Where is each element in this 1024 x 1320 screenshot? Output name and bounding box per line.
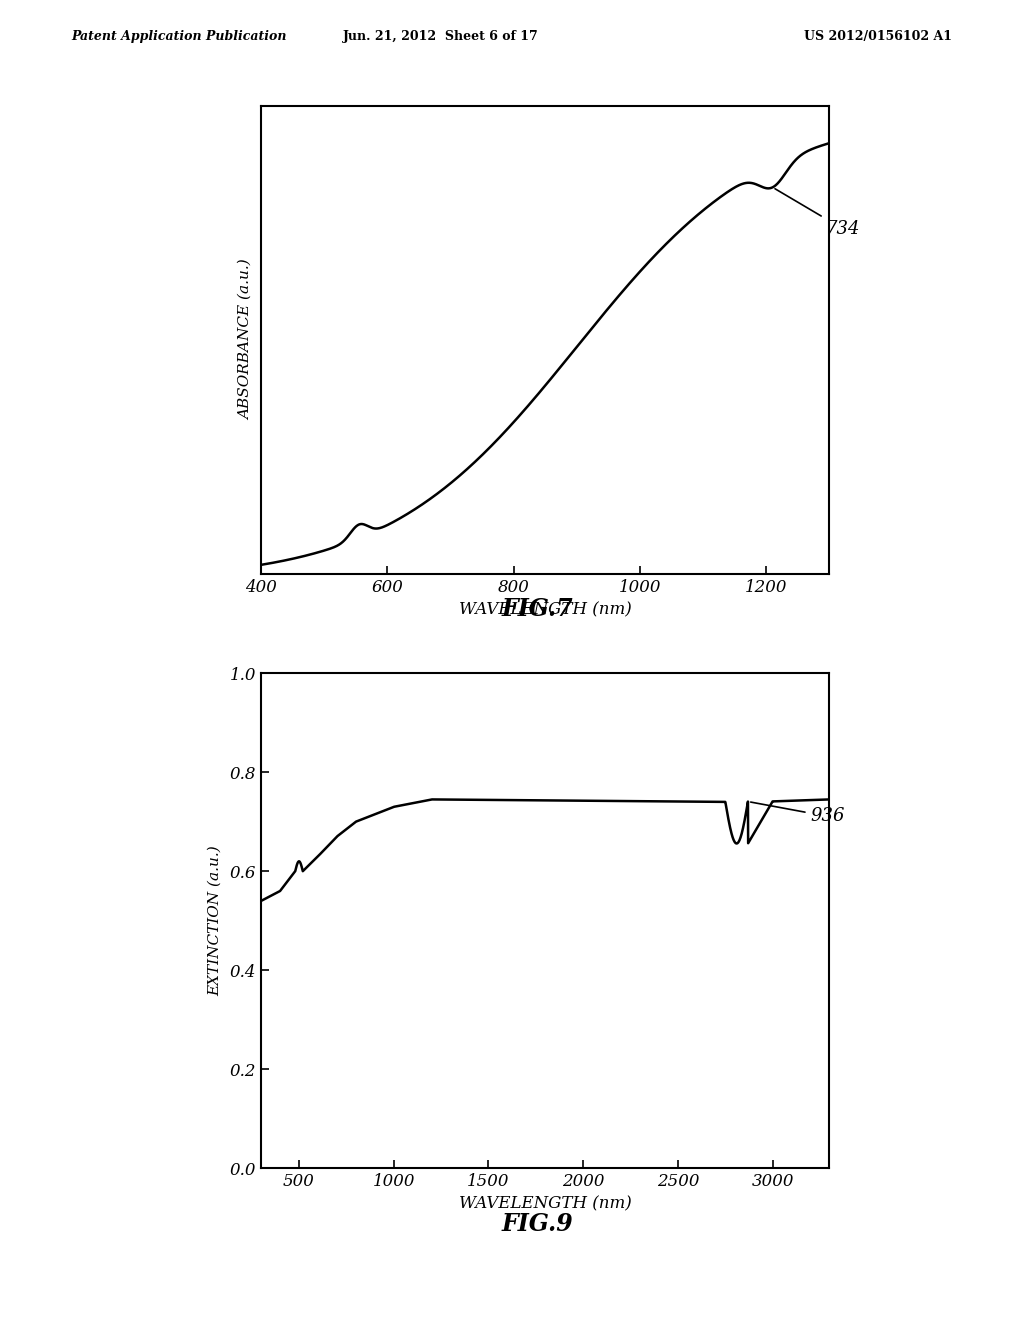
Y-axis label: EXTINCTION (a.u.): EXTINCTION (a.u.) <box>208 845 221 997</box>
Text: Jun. 21, 2012  Sheet 6 of 17: Jun. 21, 2012 Sheet 6 of 17 <box>342 30 539 44</box>
Text: FIG.9: FIG.9 <box>502 1212 573 1236</box>
Y-axis label: ABSORBANCE (a.u.): ABSORBANCE (a.u.) <box>239 260 253 420</box>
X-axis label: WAVELENGTH (nm): WAVELENGTH (nm) <box>459 1196 632 1213</box>
Text: FIG.7: FIG.7 <box>502 597 573 620</box>
X-axis label: WAVELENGTH (nm): WAVELENGTH (nm) <box>459 602 632 619</box>
Text: Patent Application Publication: Patent Application Publication <box>72 30 287 44</box>
Text: US 2012/0156102 A1: US 2012/0156102 A1 <box>804 30 952 44</box>
Text: 734: 734 <box>775 189 861 238</box>
Text: 936: 936 <box>751 803 845 825</box>
